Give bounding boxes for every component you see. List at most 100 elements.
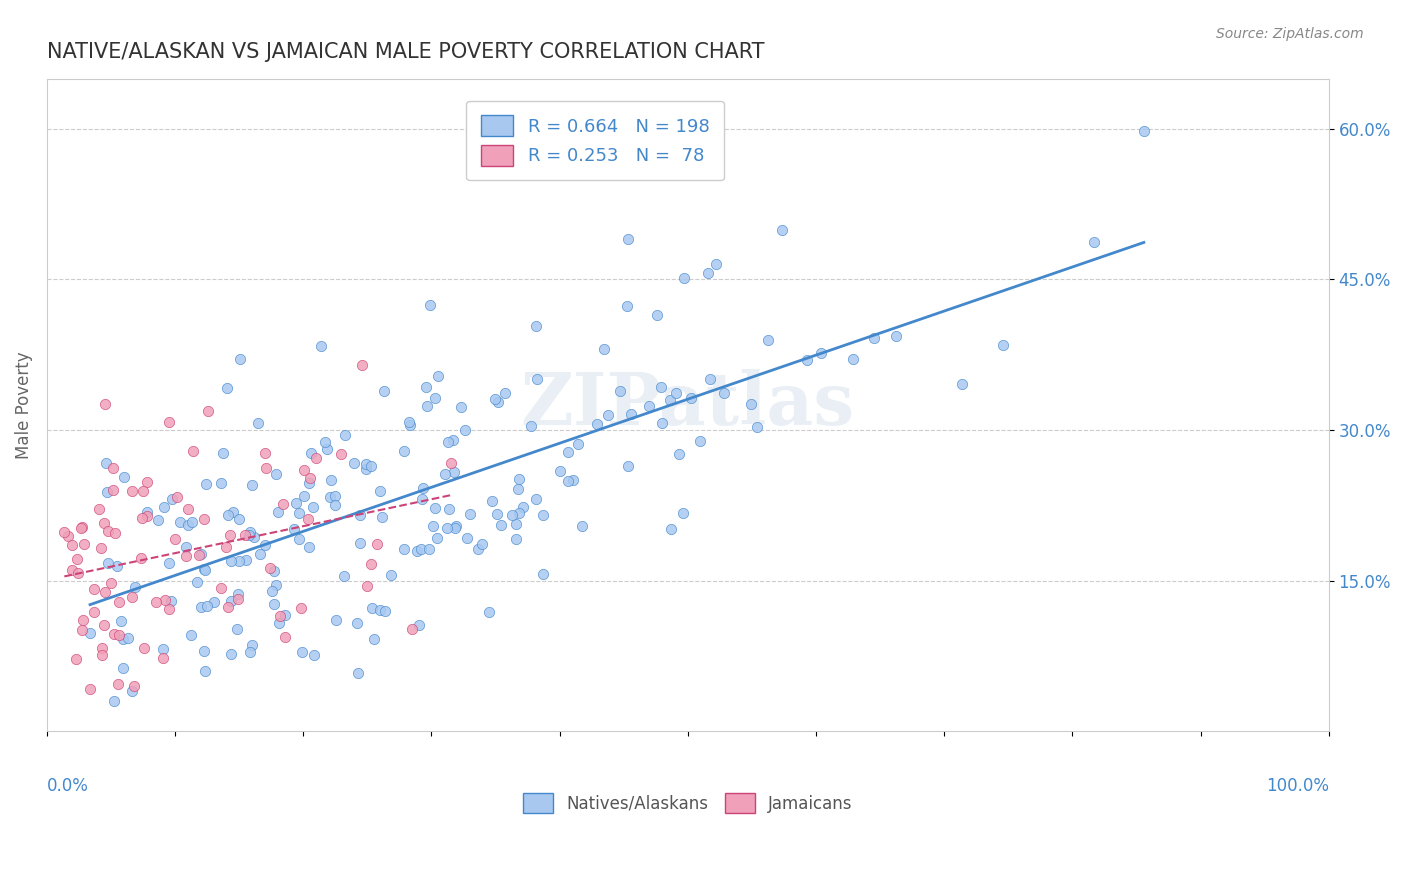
Point <box>219 528 242 542</box>
Point <box>356 579 378 593</box>
Point <box>638 400 661 414</box>
Point <box>135 505 157 519</box>
Point <box>354 457 377 471</box>
Point <box>197 404 219 418</box>
Point <box>371 509 394 524</box>
Point <box>183 444 205 458</box>
Point <box>508 506 530 520</box>
Point <box>163 533 186 547</box>
Point <box>226 587 249 601</box>
Point <box>94 585 117 599</box>
Point <box>79 625 101 640</box>
Point <box>263 597 285 611</box>
Point <box>434 467 457 481</box>
Point <box>180 515 202 529</box>
Point <box>650 380 672 394</box>
Point <box>617 232 640 246</box>
Point <box>124 679 146 693</box>
Point <box>567 437 589 451</box>
Point <box>616 299 638 313</box>
Point <box>254 460 277 475</box>
Point <box>380 568 402 582</box>
Point <box>112 661 135 675</box>
Point <box>486 507 509 521</box>
Point <box>399 417 422 432</box>
Point <box>194 563 217 577</box>
Point <box>363 632 385 646</box>
Point <box>132 484 155 499</box>
Point <box>309 339 332 353</box>
Point <box>228 554 250 568</box>
Point <box>103 627 125 641</box>
Point <box>195 476 218 491</box>
Point <box>253 446 276 460</box>
Point <box>267 616 290 631</box>
Point <box>267 505 290 519</box>
Point <box>796 352 818 367</box>
Point <box>524 492 547 507</box>
Point <box>506 482 529 496</box>
Point <box>481 494 503 508</box>
Point <box>212 446 235 460</box>
Point <box>343 456 366 470</box>
Point <box>841 351 863 366</box>
Point <box>415 379 437 393</box>
Point <box>292 463 315 477</box>
Point <box>266 467 288 482</box>
Point <box>235 553 257 567</box>
Point <box>557 445 579 459</box>
Point <box>1133 124 1156 138</box>
Point <box>426 532 449 546</box>
Point <box>318 490 340 504</box>
Point <box>374 604 396 618</box>
Point <box>508 472 530 486</box>
Point <box>950 377 973 392</box>
Point <box>368 483 391 498</box>
Point <box>360 458 382 473</box>
Point <box>66 552 89 566</box>
Point <box>146 513 169 527</box>
Point <box>180 628 202 642</box>
Point <box>520 419 543 434</box>
Point <box>129 550 152 565</box>
Point <box>713 385 735 400</box>
Point <box>124 580 146 594</box>
Point <box>526 371 548 385</box>
Point <box>360 557 382 571</box>
Point <box>478 605 501 619</box>
Point <box>467 542 489 557</box>
Point <box>810 346 832 360</box>
Point <box>186 575 208 590</box>
Point <box>103 694 125 708</box>
Point <box>440 456 463 470</box>
Point <box>94 456 117 470</box>
Point <box>450 400 472 414</box>
Point <box>291 645 314 659</box>
Point <box>215 540 238 554</box>
Point <box>360 601 382 615</box>
Point <box>297 512 319 526</box>
Point <box>217 599 239 614</box>
Point <box>169 515 191 529</box>
Point <box>243 530 266 544</box>
Point <box>67 566 90 581</box>
Point <box>240 638 263 652</box>
Point <box>72 623 94 637</box>
Point <box>100 575 122 590</box>
Point <box>60 538 83 552</box>
Point <box>323 489 346 503</box>
Point <box>260 583 283 598</box>
Point <box>557 474 579 488</box>
Point <box>221 593 243 607</box>
Y-axis label: Male Poverty: Male Poverty <box>15 351 32 458</box>
Point <box>696 266 718 280</box>
Point <box>408 618 430 632</box>
Point <box>411 492 433 507</box>
Point <box>222 504 245 518</box>
Point <box>97 524 120 539</box>
Point <box>111 632 134 646</box>
Point <box>285 496 308 510</box>
Point <box>349 508 371 523</box>
Point <box>333 569 356 583</box>
Point <box>333 428 356 442</box>
